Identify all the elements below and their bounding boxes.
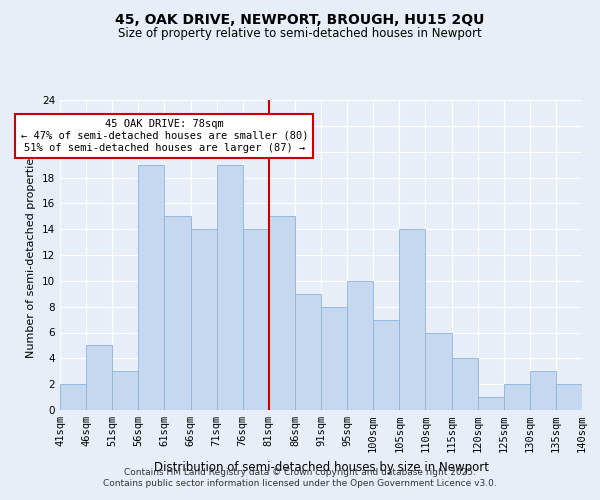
Bar: [139, 164, 164, 410]
Bar: [191, 229, 217, 410]
Bar: [347, 281, 373, 410]
Bar: [478, 397, 504, 410]
Bar: [530, 371, 556, 410]
Bar: [373, 320, 400, 410]
X-axis label: Distribution of semi-detached houses by size in Newport: Distribution of semi-detached houses by …: [154, 460, 488, 473]
Bar: [269, 216, 295, 410]
Bar: [400, 229, 425, 410]
Text: Contains HM Land Registry data © Crown copyright and database right 2025.
Contai: Contains HM Land Registry data © Crown c…: [103, 468, 497, 487]
Bar: [504, 384, 530, 410]
Bar: [321, 306, 347, 410]
Bar: [60, 384, 86, 410]
Bar: [86, 346, 112, 410]
Text: 45 OAK DRIVE: 78sqm
← 47% of semi-detached houses are smaller (80)
51% of semi-d: 45 OAK DRIVE: 78sqm ← 47% of semi-detach…: [20, 120, 308, 152]
Bar: [217, 164, 243, 410]
Bar: [242, 229, 269, 410]
Bar: [112, 371, 139, 410]
Bar: [295, 294, 321, 410]
Y-axis label: Number of semi-detached properties: Number of semi-detached properties: [26, 152, 37, 358]
Bar: [164, 216, 191, 410]
Text: Size of property relative to semi-detached houses in Newport: Size of property relative to semi-detach…: [118, 28, 482, 40]
Bar: [452, 358, 478, 410]
Bar: [425, 332, 452, 410]
Bar: [556, 384, 582, 410]
Text: 45, OAK DRIVE, NEWPORT, BROUGH, HU15 2QU: 45, OAK DRIVE, NEWPORT, BROUGH, HU15 2QU: [115, 12, 485, 26]
